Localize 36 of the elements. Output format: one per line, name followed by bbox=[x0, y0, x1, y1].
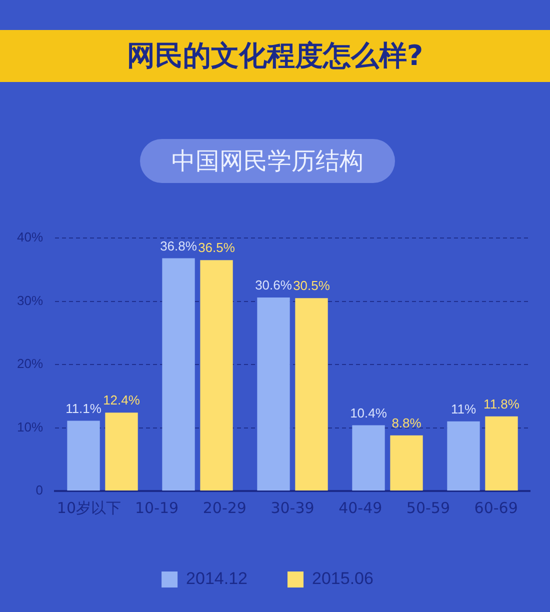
y-tick-label: 30% bbox=[16, 292, 44, 308]
bar bbox=[295, 298, 328, 490]
chart-title: 网民的文化程度怎么样? bbox=[0, 30, 550, 82]
bar bbox=[485, 416, 518, 490]
data-label: 10.4% bbox=[350, 405, 388, 420]
data-label: 36.5% bbox=[198, 240, 236, 256]
text: 20-29 bbox=[202, 498, 246, 517]
bar bbox=[352, 425, 385, 490]
y-tick-label: 20% bbox=[16, 356, 44, 372]
bar bbox=[257, 297, 290, 490]
data-label: 8.8% bbox=[392, 415, 422, 430]
data-label: 12.4% bbox=[103, 392, 140, 408]
text: 10岁以下 bbox=[56, 498, 121, 517]
bar bbox=[447, 421, 480, 490]
text: 30-39 bbox=[270, 498, 314, 517]
bar bbox=[105, 412, 138, 490]
text: 10-19 bbox=[135, 498, 179, 517]
bar bbox=[162, 258, 195, 490]
data-label: 30.5% bbox=[293, 278, 330, 294]
data-label: 11.1% bbox=[66, 400, 102, 416]
bar bbox=[200, 260, 233, 490]
data-label: 36.8% bbox=[160, 238, 198, 254]
text: 50-59 bbox=[406, 498, 450, 517]
legend-label: 2014.12 bbox=[186, 569, 248, 588]
data-label: 30.6% bbox=[255, 278, 292, 293]
data-label: 11% bbox=[450, 402, 476, 417]
y-tick-label: 10% bbox=[16, 419, 44, 434]
text: 40-49 bbox=[338, 498, 382, 517]
chart-subtitle: 中国网民学历结构 bbox=[140, 139, 395, 183]
bar bbox=[390, 435, 423, 490]
bar bbox=[67, 420, 100, 490]
y-tick-label: 40% bbox=[16, 230, 44, 245]
text: 60-69 bbox=[474, 498, 518, 517]
y-tick-label: 0 bbox=[36, 482, 44, 498]
legend-label: 2015.06 bbox=[312, 569, 374, 588]
data-label: 11.8% bbox=[484, 396, 520, 412]
